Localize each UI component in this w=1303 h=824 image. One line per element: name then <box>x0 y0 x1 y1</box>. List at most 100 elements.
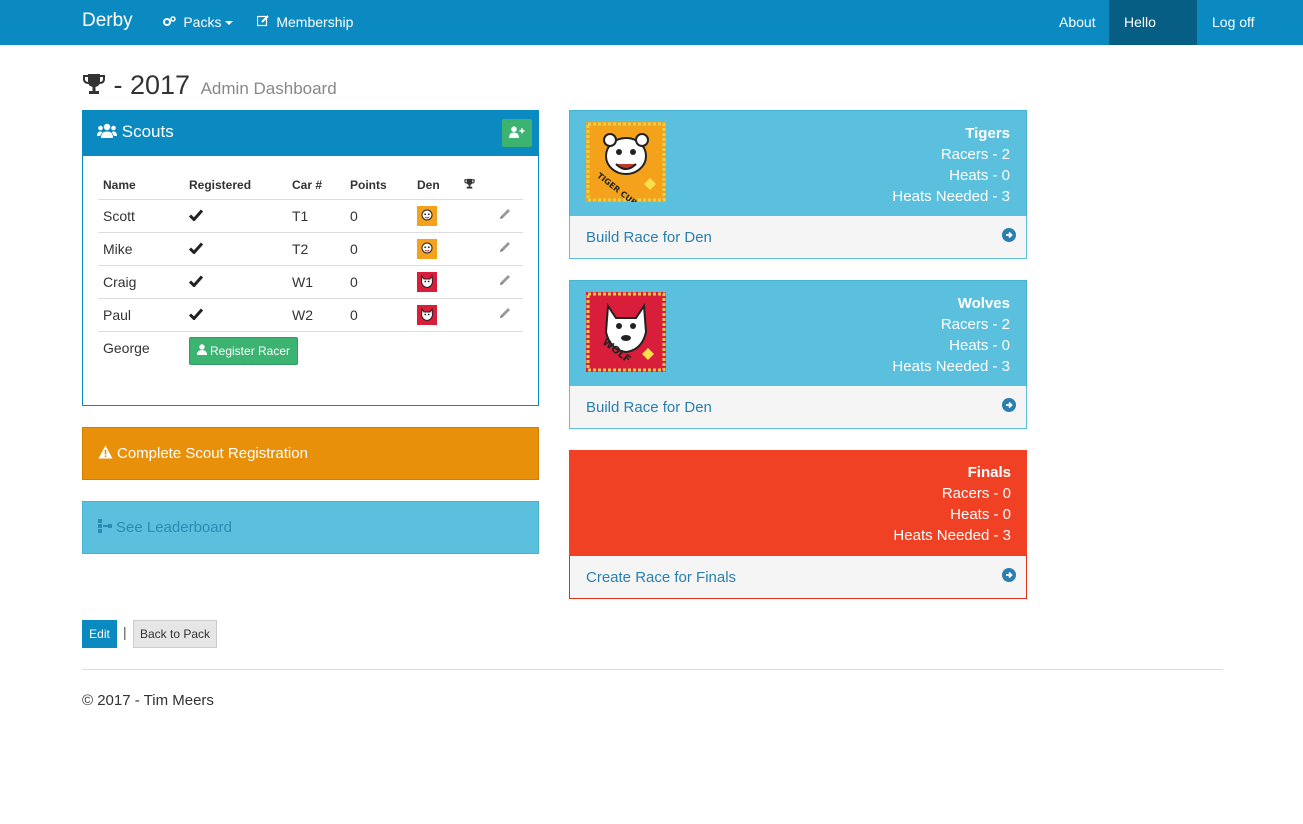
scout-name: Mike <box>98 232 184 266</box>
scout-points: 0 <box>345 265 412 299</box>
col-edit <box>493 171 523 200</box>
check-icon <box>188 307 204 323</box>
register-racer-button[interactable]: Register Racer <box>189 336 299 365</box>
button-separator: | <box>123 624 127 640</box>
trophy-cell <box>459 199 493 233</box>
check-icon <box>188 241 204 257</box>
scouts-table: Name Registered Car # Points Den Scott T1… <box>98 171 523 365</box>
den-cell <box>412 298 459 332</box>
race-heats-needed: Heats Needed - 3 <box>892 188 1010 205</box>
arrow-circle-right-icon <box>1002 398 1016 416</box>
footer-divider <box>82 669 1223 670</box>
race-action-label: Create Race for Finals <box>586 568 737 586</box>
scout-name: Craig <box>98 265 184 299</box>
edit-button[interactable]: Edit <box>82 620 117 648</box>
complete-registration-panel[interactable]: Complete Scout Registration <box>82 427 539 480</box>
sitemap-icon <box>98 518 112 537</box>
race-action-label: Build Race for Den <box>586 228 712 246</box>
arrow-circle-right-icon <box>1002 568 1016 586</box>
car-number: T1 <box>287 199 345 233</box>
col-registered: Registered <box>184 171 287 200</box>
den-cell <box>412 265 459 299</box>
race-action-label: Build Race for Den <box>586 398 712 416</box>
build-race-tigers-link[interactable]: Build Race for Den <box>569 216 1027 259</box>
back-to-pack-button[interactable]: Back to Pack <box>133 620 217 648</box>
race-panel-tigers: TIGER CUB Tigers Racers - 2 Heats - 0 He… <box>569 110 1027 259</box>
scout-points: 0 <box>345 298 412 332</box>
check-icon <box>188 208 204 224</box>
edit-cell <box>493 298 523 332</box>
registered-cell <box>184 298 287 332</box>
scout-points: 0 <box>345 199 412 233</box>
race-stats: Tigers Racers - 2 Heats - 0 Heats Needed… <box>892 123 1010 207</box>
scout-name: Paul <box>98 298 184 332</box>
den-cell <box>412 232 459 266</box>
edit-cell <box>493 232 523 266</box>
add-scout-button[interactable] <box>502 119 532 147</box>
nav-hello-user[interactable]: Hello Tim! <box>1109 0 1197 75</box>
nav-membership[interactable]: Membership <box>242 0 368 45</box>
pencil-icon[interactable] <box>498 241 512 257</box>
nav-logoff[interactable]: Log off <box>1212 14 1255 30</box>
nav-about[interactable]: About <box>1059 14 1096 30</box>
scouts-panel-header: Scouts <box>83 111 538 156</box>
car-number: W2 <box>287 298 345 332</box>
title-subtitle: Admin Dashboard <box>200 79 337 98</box>
race-name: Finals <box>967 464 1011 481</box>
race-panel-header: WOLF Wolves Racers - 2 Heats - 0 Heats N… <box>569 280 1027 386</box>
tiger-den-icon <box>417 238 437 259</box>
race-racers: Racers - 2 <box>940 316 1010 333</box>
trophy-cell <box>459 265 493 299</box>
wolf-badge: WOLF <box>586 292 666 372</box>
scouts-panel: Scouts Name Registered Car # Points Den … <box>82 110 539 406</box>
race-name: Wolves <box>957 295 1010 312</box>
register-racer-label: Register Racer <box>210 343 291 358</box>
race-panel-header: Finals Racers - 0 Heats - 0 Heats Needed… <box>569 450 1027 556</box>
create-race-finals-link[interactable]: Create Race for Finals <box>569 556 1027 599</box>
arrow-circle-right-icon <box>1002 228 1016 246</box>
race-stats: Finals Racers - 0 Heats - 0 Heats Needed… <box>893 462 1011 546</box>
complete-registration-label: Complete Scout Registration <box>117 445 308 462</box>
table-header-row: Name Registered Car # Points Den <box>98 171 523 200</box>
pencil-icon[interactable] <box>498 307 512 323</box>
pencil-icon[interactable] <box>498 274 512 290</box>
den-cell <box>412 199 459 233</box>
wolf-den-icon <box>417 304 437 325</box>
nav-packs-label: Packs <box>183 14 222 30</box>
build-race-wolves-link[interactable]: Build Race for Den <box>569 386 1027 429</box>
top-navbar: Derby Packs Membership About Hello Tim! … <box>0 0 1303 75</box>
race-heats: Heats - 0 <box>950 506 1011 523</box>
table-row: George Register Racer <box>98 331 523 365</box>
wolf-den-icon <box>417 271 437 292</box>
footer-copyright: © 2017 - Tim Meers <box>82 692 214 709</box>
pencil-icon[interactable] <box>498 208 512 224</box>
trophy-cell <box>459 298 493 332</box>
tiger-cub-badge: TIGER CUB <box>586 122 666 208</box>
race-stats: Wolves Racers - 2 Heats - 0 Heats Needed… <box>892 293 1010 377</box>
scouts-panel-title: Scouts <box>121 122 174 141</box>
see-leaderboard-label: See Leaderboard <box>116 519 232 536</box>
trophy-icon <box>464 178 475 192</box>
race-heats-needed: Heats Needed - 3 <box>892 358 1010 375</box>
warning-icon <box>98 445 113 463</box>
table-row: Paul W2 0 <box>98 298 523 332</box>
race-heats: Heats - 0 <box>949 337 1010 354</box>
caret-down-icon <box>225 21 234 26</box>
nav-packs-dropdown[interactable]: Packs <box>148 0 248 45</box>
registered-cell <box>184 232 287 266</box>
nav-membership-label: Membership <box>276 14 354 30</box>
race-heats: Heats - 0 <box>949 167 1010 184</box>
scout-points: 0 <box>345 232 412 266</box>
race-racers: Racers - 0 <box>941 485 1011 502</box>
brand-link[interactable]: Derby <box>82 10 133 31</box>
race-panel-wolves: WOLF Wolves Racers - 2 Heats - 0 Heats N… <box>569 280 1027 429</box>
user-plus-icon <box>509 123 525 143</box>
race-heats-needed: Heats Needed - 3 <box>893 527 1011 544</box>
registered-cell <box>184 265 287 299</box>
car-number: W1 <box>287 265 345 299</box>
page-title: - 2017 Admin Dashboard <box>82 70 337 103</box>
table-row: Scott T1 0 <box>98 199 523 233</box>
col-name: Name <box>98 171 184 200</box>
col-points: Points <box>345 171 412 200</box>
see-leaderboard-panel[interactable]: See Leaderboard <box>82 501 539 554</box>
